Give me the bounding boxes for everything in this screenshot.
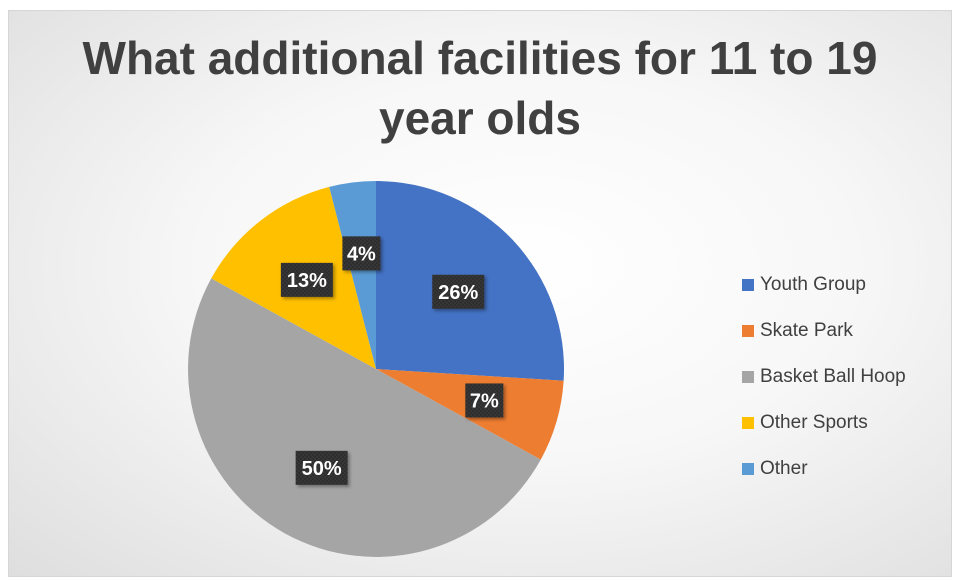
legend: Youth Group Skate Park Basket Ball Hoop Oth…: [742, 262, 906, 492]
chart-title-line-2: year olds: [379, 92, 581, 144]
svg-text:7%: 7%: [470, 390, 499, 412]
data-label-other: 4%: [342, 236, 381, 271]
svg-text:26%: 26%: [438, 282, 478, 304]
legend-label: Basket Ball Hoop: [760, 366, 906, 387]
chart-title-line-1: What additional facilities for 11 to 19: [82, 32, 878, 84]
legend-label: Youth Group: [760, 274, 866, 295]
legend-swatch: [742, 371, 754, 383]
legend-swatch: [742, 417, 754, 429]
pie-slice-other: [329, 181, 376, 369]
chart-title: What additional facilities for 11 to 19 …: [0, 28, 960, 148]
svg-text:50%: 50%: [302, 458, 342, 480]
data-label-skate-park: 7%: [465, 383, 504, 418]
legend-label: Other Sports: [760, 412, 868, 433]
svg-text:4%: 4%: [347, 243, 376, 265]
legend-item-skate-park: Skate Park: [742, 308, 906, 354]
legend-label: Skate Park: [760, 320, 853, 341]
legend-swatch: [742, 463, 754, 475]
data-label-youth-group: 26%: [432, 274, 485, 309]
legend-label: Other: [760, 458, 808, 479]
legend-item-youth-group: Youth Group: [742, 262, 906, 308]
legend-swatch: [742, 279, 754, 291]
legend-item-basket-ball-hoop: Basket Ball Hoop: [742, 354, 906, 400]
legend-swatch: [742, 325, 754, 337]
data-label-basket-ball-hoop: 50%: [295, 450, 348, 485]
svg-text:13%: 13%: [287, 270, 327, 292]
pie-slice-basket-ball-hoop: [188, 278, 541, 557]
legend-item-other-sports: Other Sports: [742, 400, 906, 446]
legend-item-other: Other: [742, 446, 906, 492]
data-label-other-sports: 13%: [280, 262, 333, 297]
